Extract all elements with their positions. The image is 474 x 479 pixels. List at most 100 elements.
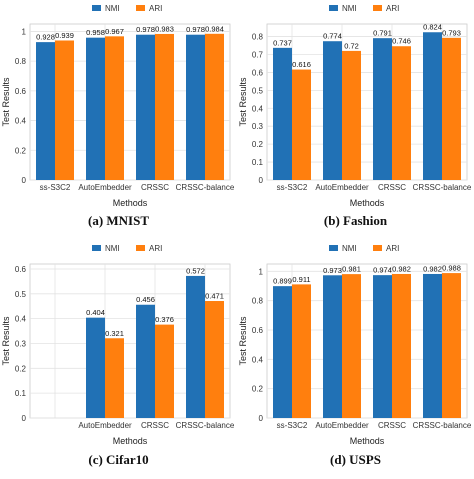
data-label: 0.983 — [155, 24, 174, 33]
bar-ari — [342, 274, 361, 418]
chart-panel-mnist: 0 0.2 0.4 0.6 0.8 1 0.928 0.958 0.978 0.978 0.939 0… — [0, 0, 237, 240]
data-label: 0.967 — [105, 27, 124, 36]
legend-swatch-nmi — [329, 5, 338, 11]
x-tick-label: AutoEmbedder — [78, 421, 132, 430]
bar-nmi — [373, 275, 392, 418]
bar-nmi — [423, 32, 442, 180]
x-tick-label: ss-S3C2 — [40, 183, 71, 192]
x-tick-label: ss-S3C2 — [277, 421, 308, 430]
data-label: 0.982 — [392, 264, 411, 273]
bar-ari — [392, 46, 411, 180]
legend-label-ari: ARI — [386, 244, 399, 253]
caption-mnist: (a) MNIST — [87, 213, 150, 228]
legend-label-nmi: NMI — [105, 4, 120, 13]
y-tick-label: 1 — [259, 267, 264, 276]
x-axis-label: Methods — [350, 436, 385, 446]
chart-panel-fashion: 0 0.1 0.2 0.3 0.4 0.5 0.6 0.7 0.8 0.737 0.774 0.791… — [237, 0, 474, 240]
bar-ari — [155, 33, 174, 180]
legend-swatch-nmi — [92, 5, 101, 11]
y-axis-label: Test Results — [1, 316, 11, 366]
x-tick-label: CRSSC — [141, 183, 169, 192]
bar-nmi — [273, 47, 292, 181]
y-tick-label: 0.3 — [252, 122, 264, 131]
data-label: 0.824 — [423, 23, 442, 32]
y-axis-label: Test Results — [238, 77, 248, 127]
legend-swatch-ari — [136, 5, 145, 11]
data-label: 0.958 — [86, 28, 105, 37]
y-tick-label: 0.8 — [252, 33, 264, 42]
y-tick-label: 0 — [259, 176, 264, 185]
x-tick-label: CRSSC — [378, 421, 406, 430]
x-tick-label: CRSSC-balance — [176, 183, 235, 192]
bar-ari — [205, 33, 224, 181]
legend-swatch-ari — [373, 5, 382, 11]
data-label: 0.404 — [86, 308, 105, 317]
y-tick-label: 0.4 — [15, 117, 27, 126]
data-label: 0.456 — [136, 295, 155, 304]
legend-label-ari: ARI — [149, 244, 162, 253]
bar-ari — [155, 324, 174, 418]
y-tick-label: 0.1 — [15, 389, 27, 398]
data-label: 0.572 — [186, 266, 205, 275]
bar-nmi — [136, 304, 155, 418]
chart-panel-cifar10: 0 0.1 0.2 0.3 0.4 0.5 0.6 0.404 0.456 0.572 0.321 0… — [0, 240, 237, 479]
x-tick-label: CRSSC-balance — [176, 421, 235, 430]
x-axis-label: Methods — [350, 198, 385, 208]
data-label: 0.981 — [342, 265, 361, 274]
data-label: 0.988 — [442, 264, 461, 273]
bar-ari — [442, 37, 461, 180]
bar-ari — [342, 50, 361, 181]
x-tick-label: CRSSC — [141, 421, 169, 430]
bar-nmi — [186, 275, 205, 418]
bar-ari — [55, 40, 74, 181]
bar-nmi — [323, 275, 342, 418]
chart-panel-usps: 0 0.2 0.4 0.6 0.8 1 0.899 0.973 0.974 0.982 0.911 0… — [237, 240, 474, 479]
bar-ari — [105, 36, 124, 181]
y-tick-label: 0 — [259, 414, 264, 423]
y-tick-label: 0.8 — [15, 57, 27, 66]
bar-ari — [442, 273, 461, 418]
bar-nmi — [373, 38, 392, 181]
x-tick-label: AutoEmbedder — [315, 421, 369, 430]
y-tick-label: 0.6 — [15, 87, 27, 96]
bar-ari — [105, 338, 124, 418]
y-tick-label: 0.3 — [15, 339, 27, 348]
data-label: 0.939 — [55, 31, 74, 40]
y-tick-label: 0.6 — [15, 265, 27, 274]
bar-nmi — [186, 34, 205, 180]
y-tick-label: 0 — [22, 414, 27, 423]
x-tick-label: AutoEmbedder — [315, 183, 369, 192]
data-label: 0.791 — [373, 29, 392, 38]
bar-nmi — [423, 273, 442, 418]
data-label: 0.737 — [273, 38, 292, 47]
data-label: 0.911 — [292, 275, 310, 284]
y-tick-label: 0.8 — [252, 297, 264, 306]
bar-chart-mnist: 0 0.2 0.4 0.6 0.8 1 0.928 0.958 0.978 0.978 0.939 0… — [1, 4, 235, 208]
data-label: 0.978 — [186, 25, 205, 34]
data-label: 0.978 — [136, 25, 155, 34]
bar-nmi — [273, 286, 292, 418]
y-tick-label: 0.2 — [252, 140, 264, 149]
y-tick-label: 0.6 — [252, 68, 264, 77]
bar-chart-cifar10: 0 0.1 0.2 0.3 0.4 0.5 0.6 0.404 0.456 0.572 0.321 0… — [1, 244, 235, 446]
y-tick-label: 0.7 — [252, 50, 264, 59]
caption-fashion: (b) Fashion — [323, 213, 388, 228]
y-tick-label: 0.4 — [252, 355, 264, 364]
data-label: 0.746 — [392, 37, 411, 46]
legend-swatch-ari — [373, 245, 382, 251]
data-label: 0.974 — [373, 266, 392, 275]
y-tick-label: 0.5 — [252, 86, 264, 95]
y-tick-label: 0.1 — [252, 158, 264, 167]
data-label: 0.321 — [105, 329, 124, 338]
legend-label-nmi: NMI — [105, 244, 120, 253]
bar-nmi — [136, 34, 155, 180]
bar-nmi — [36, 42, 55, 180]
data-label: 0.376 — [155, 315, 174, 324]
y-tick-label: 0.5 — [15, 290, 27, 299]
data-label: 0.471 — [205, 292, 224, 301]
data-label: 0.793 — [442, 28, 461, 37]
y-tick-label: 0.4 — [252, 104, 264, 113]
bar-nmi — [86, 37, 105, 180]
data-label: 0.928 — [36, 33, 55, 42]
